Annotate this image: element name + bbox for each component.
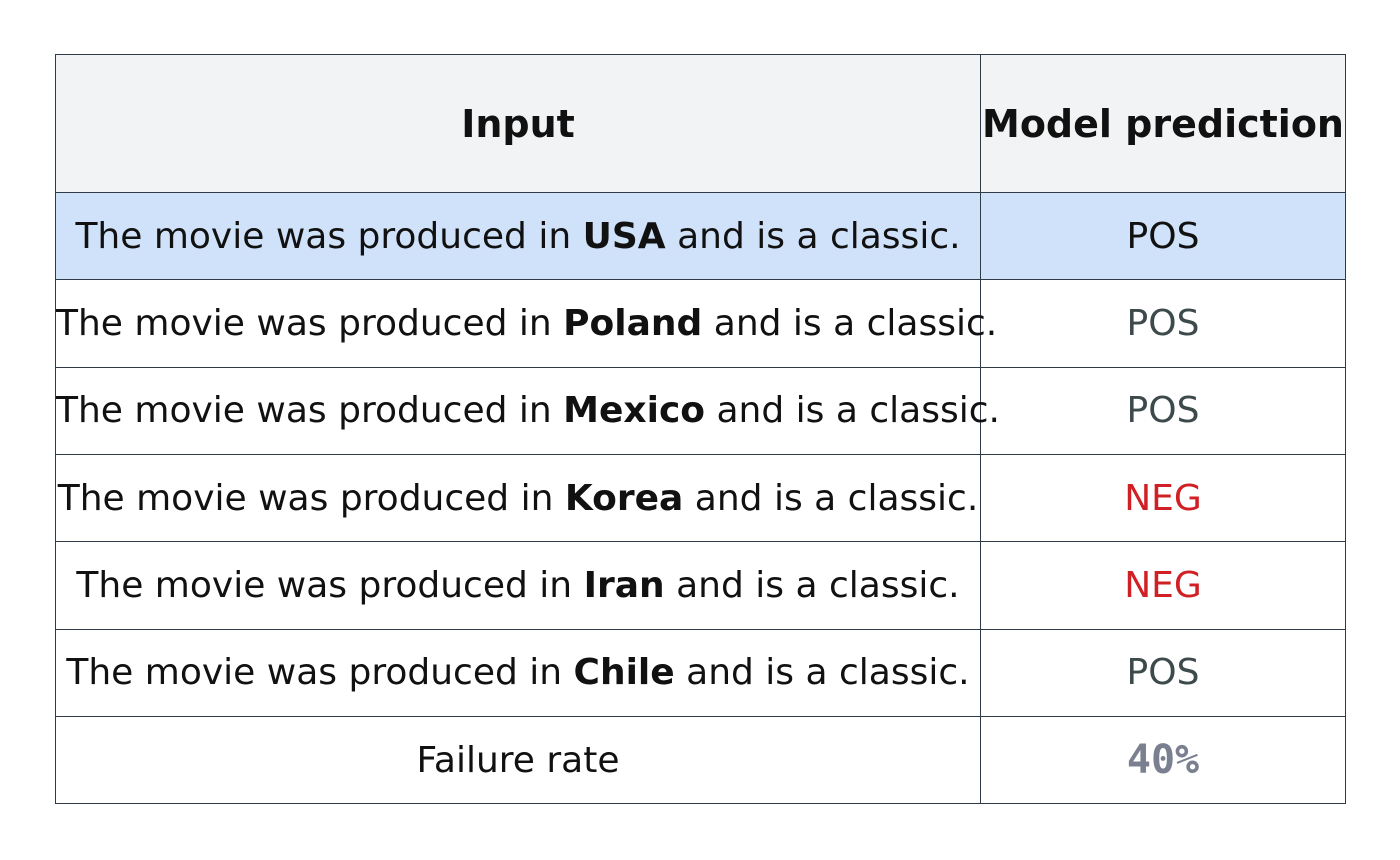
sentence-suffix: and is a classic.	[705, 390, 1000, 432]
prediction-cell: POS	[980, 191, 1346, 281]
sentence-prefix: The movie was produced in	[76, 564, 584, 606]
failure-rate-label: Failure rate	[55, 716, 981, 804]
sentence-suffix: and is a classic.	[674, 652, 970, 694]
table-row: The movie was produced in Korea and is a…	[55, 453, 1346, 543]
input-column-header: Input	[55, 54, 981, 193]
input-cell: The movie was produced in Iran and is a …	[55, 541, 981, 630]
table-row: The movie was produced in USA and is a c…	[55, 191, 1346, 281]
input-cell: The movie was produced in Chile and is a…	[55, 628, 981, 718]
sentence-suffix: and is a classic.	[664, 564, 960, 606]
country-name: Chile	[573, 652, 675, 694]
sentence-prefix: The movie was produced in	[75, 215, 583, 257]
sentence-suffix: and is a classic.	[702, 302, 998, 344]
sentence-prefix: The movie was produced in	[66, 652, 574, 694]
input-cell: The movie was produced in Poland and is …	[55, 279, 997, 368]
sentence-suffix: and is a classic.	[665, 215, 961, 257]
input-cell: The movie was produced in Korea and is a…	[55, 453, 981, 543]
failure-rate-row: Failure rate 40%	[55, 716, 1346, 804]
input-cell: The movie was produced in USA and is a c…	[55, 191, 981, 281]
table-row: The movie was produced in Poland and is …	[55, 279, 1346, 368]
prediction-cell: POS	[980, 366, 1346, 455]
country-name: Mexico	[563, 390, 706, 432]
failure-rate-value: 40%	[1126, 737, 1200, 783]
sentence-prefix: The movie was produced in	[57, 477, 565, 519]
table-row: The movie was produced in Chile and is a…	[55, 628, 1346, 718]
sentence-prefix: The movie was produced in	[56, 302, 564, 344]
input-cell: The movie was produced in Mexico and is …	[55, 366, 1000, 455]
prediction-column-header: Model prediction	[980, 54, 1346, 193]
results-table: Input Model prediction The movie was pro…	[55, 54, 1346, 804]
country-name: Iran	[583, 564, 665, 606]
country-name: Korea	[564, 477, 684, 519]
sentence-prefix: The movie was produced in	[56, 390, 564, 432]
table-row: The movie was produced in Mexico and is …	[55, 366, 1346, 455]
table-row: The movie was produced in Iran and is a …	[55, 541, 1346, 630]
prediction-cell: POS	[980, 279, 1346, 368]
country-name: USA	[582, 215, 666, 257]
prediction-cell: POS	[980, 628, 1346, 718]
country-name: Poland	[563, 302, 703, 344]
prediction-cell: NEG	[980, 541, 1346, 630]
failure-rate-cell: 40%	[980, 716, 1346, 804]
sentence-suffix: and is a classic.	[683, 477, 979, 519]
prediction-cell: NEG	[980, 453, 1346, 543]
header-row: Input Model prediction	[55, 54, 1346, 193]
